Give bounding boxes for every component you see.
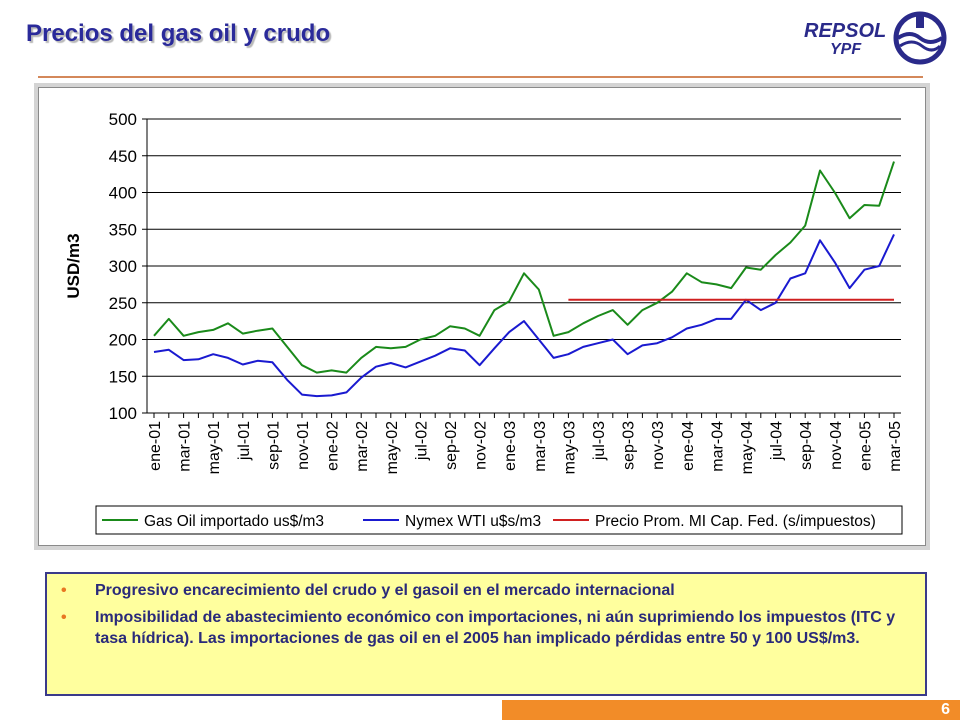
x-tick-label: mar-05 — [887, 421, 904, 472]
x-tick-label: ene-05 — [857, 421, 874, 471]
bullet-text: Progresivo encarecimiento del crudo y el… — [95, 582, 675, 599]
x-tick-label: ene-04 — [680, 421, 697, 471]
y-tick-label: 200 — [109, 331, 137, 350]
page-number: 6 — [941, 701, 950, 718]
legend-box — [95, 505, 903, 535]
logo-emblem-icon — [893, 11, 947, 65]
bullet-list: • Progresivo encarecimiento del crudo y e… — [47, 574, 925, 649]
bullet-dot-icon: • — [61, 582, 67, 599]
x-tick-label: ene-02 — [325, 421, 342, 471]
x-tick-label: mar-01 — [177, 421, 194, 472]
y-tick-label: 100 — [109, 404, 137, 423]
bullet-dot-icon: • — [61, 609, 67, 626]
x-tick-label: may-01 — [206, 421, 223, 474]
bullet-text: Imposibilidad de abastecimiento económic… — [95, 609, 896, 647]
y-axis-label: USD/m3 — [64, 233, 83, 298]
y-tick-label: 250 — [109, 294, 137, 313]
y-tick-label: 450 — [109, 147, 137, 166]
x-tick-label: nov-03 — [650, 421, 667, 470]
y-tick-label: 150 — [109, 367, 137, 386]
x-tick-label: sep-03 — [621, 421, 638, 470]
x-tick-label: mar-04 — [709, 421, 726, 472]
x-tick-label: may-03 — [561, 421, 578, 474]
x-tick-label: jul-01 — [236, 421, 253, 461]
logo-text-line1: REPSOL — [804, 20, 886, 42]
page-title: Precios del gas oil y crudo — [26, 20, 331, 47]
legend-label: Gas Oil importado us$/m3 — [144, 513, 324, 530]
y-tick-label: 500 — [109, 110, 137, 129]
x-tick-label: mar-02 — [354, 421, 371, 472]
price-chart: 100 150 200 250 300 350 400 450 500 USD/m3 ene-01 m… — [64, 110, 904, 535]
x-tick-label: may-02 — [384, 421, 401, 474]
bullet-item: • Progresivo encarecimiento del crudo y e… — [61, 580, 913, 601]
x-tick-label: jul-03 — [591, 421, 608, 461]
chart-panel: 100 150 200 250 300 350 400 450 500 USD/m3 ene-01 m… — [38, 87, 926, 546]
y-tick-label: 300 — [109, 257, 137, 276]
legend-label: Precio Prom. MI Cap. Fed. (s/impuestos) — [595, 513, 876, 530]
series-line-1 — [153, 161, 895, 374]
x-tick-label: nov-04 — [828, 421, 845, 470]
x-tick-label: nov-02 — [473, 421, 490, 470]
summary-box: • Progresivo encarecimiento del crudo y e… — [45, 572, 927, 696]
y-tick-label: 400 — [109, 184, 137, 203]
bullet-item: • Imposibilidad de abastecimiento económi… — [61, 607, 913, 649]
footer-bar — [502, 700, 960, 720]
x-tick-label: ene-03 — [502, 421, 519, 471]
x-tick-label: mar-03 — [532, 421, 549, 472]
y-tick-label: 350 — [109, 220, 137, 239]
chart-frame: 100 150 200 250 300 350 400 450 500 USD/m3 ene-01 m… — [34, 83, 930, 550]
x-tick-label: sep-01 — [265, 421, 282, 470]
x-tick-label: sep-02 — [443, 421, 460, 470]
series-line-2 — [153, 233, 895, 398]
x-tick-label: sep-04 — [798, 421, 815, 470]
x-tick-label: jul-04 — [769, 421, 786, 461]
title-rule — [38, 76, 923, 78]
legend-label: Nymex WTI u$s/m3 — [405, 513, 541, 530]
x-tick-label: jul-02 — [413, 421, 430, 461]
repsol-ypf-logo: REPSOL YPF — [800, 10, 950, 70]
logo-text-line2: YPF — [830, 41, 862, 58]
x-tick-label: ene-01 — [147, 421, 164, 471]
x-tick-label: may-04 — [739, 421, 756, 474]
x-tick-label: nov-01 — [295, 421, 312, 470]
